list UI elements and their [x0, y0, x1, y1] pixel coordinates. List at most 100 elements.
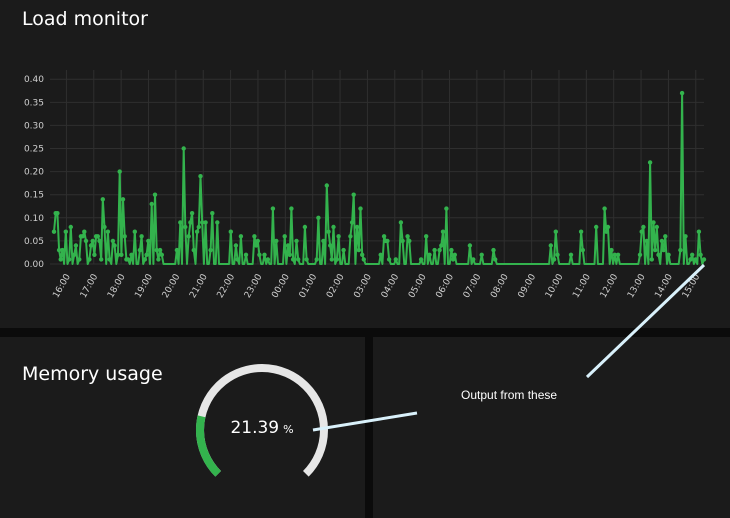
data-point — [92, 252, 97, 257]
data-point — [97, 238, 102, 244]
load-chart: 0.00 0.05 0.10 0.15 0.20 0.25 0.30 0.35 0.40 16:… — [24, 70, 707, 300]
data-point — [437, 247, 442, 253]
data-point — [432, 247, 437, 253]
data-point — [602, 206, 607, 211]
data-point — [605, 224, 611, 230]
data-point — [58, 257, 63, 262]
data-point — [698, 252, 703, 257]
y-tick-label: 0.15 — [24, 191, 44, 201]
data-point — [100, 197, 106, 202]
x-tick-label: 12:00 — [599, 272, 621, 300]
x-tick-label: 17:00 — [79, 272, 101, 300]
data-point — [274, 238, 279, 244]
data-point — [107, 257, 112, 262]
y-tick-label: 0.00 — [24, 260, 44, 270]
x-tick-label: 20:00 — [161, 272, 183, 300]
data-point — [385, 238, 390, 244]
x-tick-label: 13:00 — [626, 272, 648, 300]
data-point — [137, 247, 143, 253]
data-point — [255, 238, 260, 244]
data-point — [112, 243, 117, 248]
data-point — [67, 257, 72, 262]
data-point — [491, 247, 496, 253]
data-point — [548, 243, 553, 248]
data-point — [51, 229, 57, 234]
load-monitor-panel: Load monitor 0.00 0.05 0.10 0.15 0.20 0.25 0.3… — [0, 0, 730, 328]
data-point — [304, 257, 309, 262]
data-point — [188, 220, 193, 225]
data-point — [270, 206, 276, 211]
data-point — [257, 252, 262, 257]
x-tick-label: 08:00 — [489, 272, 511, 300]
x-tick-label: 22:00 — [216, 272, 238, 300]
data-point — [386, 257, 392, 262]
chart-grid — [50, 70, 704, 265]
data-point — [55, 211, 60, 216]
x-tick-label: 21:00 — [188, 272, 210, 300]
memory-usage-panel: Memory usage 21.39% — [0, 337, 365, 518]
data-point — [132, 229, 137, 234]
data-point — [440, 229, 446, 234]
data-point — [612, 252, 617, 257]
y-tick-label: 0.35 — [24, 98, 44, 108]
data-point — [471, 257, 476, 262]
series-line — [53, 92, 705, 265]
data-point — [238, 234, 244, 239]
data-point — [174, 247, 180, 253]
data-point — [215, 220, 220, 225]
data-point — [117, 169, 122, 174]
data-point — [663, 234, 668, 239]
data-point — [334, 257, 340, 262]
data-point — [194, 229, 200, 234]
x-tick-label: 00:00 — [270, 272, 292, 300]
data-point — [604, 229, 609, 234]
x-tick-label: 14:00 — [653, 272, 675, 300]
data-point — [427, 252, 432, 257]
data-point — [424, 234, 429, 239]
data-point — [405, 234, 410, 239]
x-tick-label: 04:00 — [380, 272, 402, 300]
data-point — [647, 160, 653, 165]
series-points — [51, 90, 707, 262]
data-point — [316, 215, 321, 220]
data-point — [99, 257, 104, 262]
data-point — [296, 257, 301, 262]
data-point — [656, 252, 661, 257]
data-point — [578, 229, 584, 234]
data-point — [449, 247, 454, 253]
data-point — [678, 247, 683, 253]
data-point — [400, 238, 405, 244]
x-tick-label: 15:00 — [681, 272, 703, 300]
data-point — [208, 247, 213, 253]
memory-gauge — [196, 364, 328, 477]
x-tick-label: 02:00 — [325, 272, 347, 300]
data-point — [329, 257, 334, 262]
x-tick-label: 07:00 — [462, 272, 484, 300]
data-point — [181, 146, 186, 151]
data-point — [294, 238, 299, 244]
data-point — [285, 243, 291, 248]
x-tick-label: 16:00 — [51, 272, 73, 300]
data-point — [83, 238, 89, 244]
data-point — [122, 234, 127, 239]
data-point — [144, 252, 149, 257]
x-tick-label: 05:00 — [407, 272, 429, 300]
data-point — [328, 243, 333, 248]
data-point — [693, 257, 698, 262]
x-tick-label: 23:00 — [243, 272, 265, 300]
data-point — [196, 224, 201, 230]
data-point — [115, 252, 121, 257]
x-tick-label: 01:00 — [298, 272, 320, 300]
data-point — [418, 257, 424, 262]
data-point — [666, 252, 671, 257]
data-point — [77, 257, 82, 262]
data-point — [479, 252, 484, 257]
y-tick-label: 0.40 — [24, 75, 44, 85]
y-tick-label: 0.10 — [24, 214, 44, 224]
data-point — [56, 247, 62, 253]
data-point — [321, 238, 326, 244]
data-point — [125, 257, 131, 262]
y-tick-label: 0.20 — [24, 168, 44, 178]
data-point — [701, 257, 707, 262]
data-point — [679, 90, 685, 96]
